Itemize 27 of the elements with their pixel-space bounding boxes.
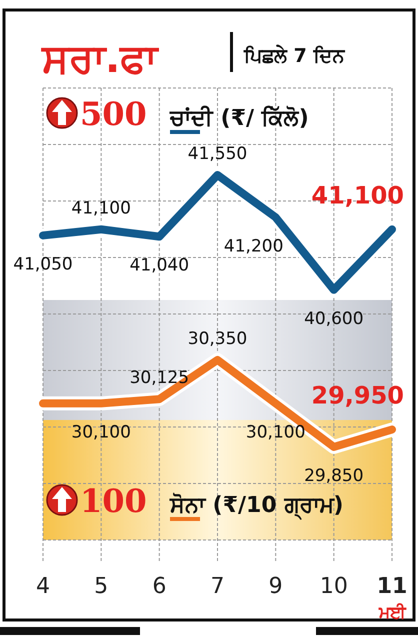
x-tick-label: 4 [36, 574, 50, 599]
data-label: 30,100 [246, 422, 306, 442]
data-label: 30,100 [71, 422, 131, 442]
x-tick-label: 5 [94, 574, 108, 599]
x-tick-label: 6 [152, 574, 166, 599]
data-label: 41,200 [224, 236, 284, 256]
x-tick-label: 11 [376, 574, 408, 599]
data-label: 41,100 [311, 181, 404, 210]
data-label: 41,550 [188, 144, 248, 164]
text: ਸੋਨਾ (₹/10 ਗ੍ਰਾਮ) [169, 492, 344, 521]
data-label: 40,600 [304, 308, 364, 329]
data-label: 41,040 [130, 256, 190, 276]
data-label: 41,100 [71, 198, 131, 218]
data-label: 29,850 [304, 466, 364, 486]
data-label: 29,950 [311, 382, 404, 410]
x-tick-label: 7 [210, 574, 224, 599]
x-tick-label: 10 [320, 574, 348, 599]
chart-subtitle: ਪਿਛਲੇ 7 ਦਿਨ [243, 44, 346, 67]
data-label: 30,350 [188, 328, 248, 349]
annotation: 100 [80, 482, 147, 520]
chart-title: ਸਰਾ.ਫਾ [41, 36, 160, 82]
x-axis-title: ਮਈ [378, 603, 407, 623]
data-label: 30,125 [130, 368, 190, 388]
annotation: 500 [80, 95, 147, 133]
x-tick-label: 9 [268, 574, 283, 599]
text: ਚਾਂਦੀ (₹/ ਕਿੱਲੋ) [169, 105, 309, 131]
data-label: 41,050 [13, 254, 73, 274]
